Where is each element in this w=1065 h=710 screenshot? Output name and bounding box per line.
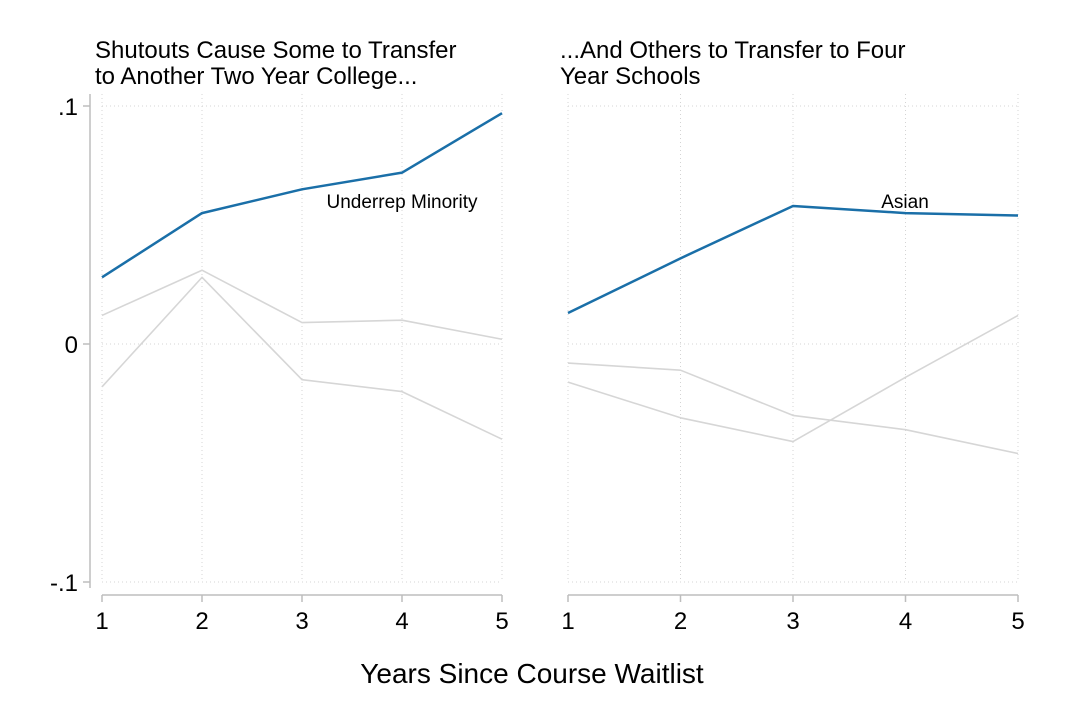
- x-tick-label: 5: [1011, 608, 1024, 635]
- x-tick-label: 4: [899, 608, 912, 635]
- x-tick-label: 5: [495, 608, 508, 635]
- panel-title-line: to Another Two Year College...: [95, 63, 417, 90]
- panel-title: Shutouts Cause Some to Transfer to Anothe…: [95, 37, 457, 90]
- y-tick-label: -.1: [50, 570, 78, 597]
- x-tick-label: 3: [295, 608, 308, 635]
- series-label: Underrep Minority: [327, 192, 478, 213]
- panel-title-line: Year Schools: [560, 63, 701, 90]
- x-tick-label: 4: [395, 608, 408, 635]
- x-tick-label: 2: [674, 608, 687, 635]
- x-axis-title: Years Since Course Waitlist: [360, 658, 704, 689]
- series-line-gray: [101, 269, 503, 341]
- panel-right: ...And Others to Transfer to Four Year Sc…: [560, 37, 1025, 635]
- series-line-gray: [567, 362, 1019, 455]
- series-line-gray: [567, 314, 1019, 443]
- panel-title: ...And Others to Transfer to Four Year Sc…: [560, 37, 905, 90]
- series-line-highlight: [567, 204, 1019, 315]
- x-tick-label: 1: [95, 608, 108, 635]
- y-tick-label: .1: [58, 94, 78, 121]
- y-tick-label: 0: [65, 332, 78, 359]
- series-label: Asian: [881, 192, 929, 213]
- series-line-gray: [101, 276, 503, 440]
- panel-left: Shutouts Cause Some to Transfer to Anothe…: [50, 37, 509, 635]
- x-tick-label: 2: [195, 608, 208, 635]
- panel-title-line: Shutouts Cause Some to Transfer: [95, 37, 457, 64]
- x-tick-label: 3: [786, 608, 799, 635]
- series-line-highlight: [101, 112, 503, 279]
- x-tick-label: 1: [561, 608, 574, 635]
- panel-title-line: ...And Others to Transfer to Four: [560, 37, 905, 64]
